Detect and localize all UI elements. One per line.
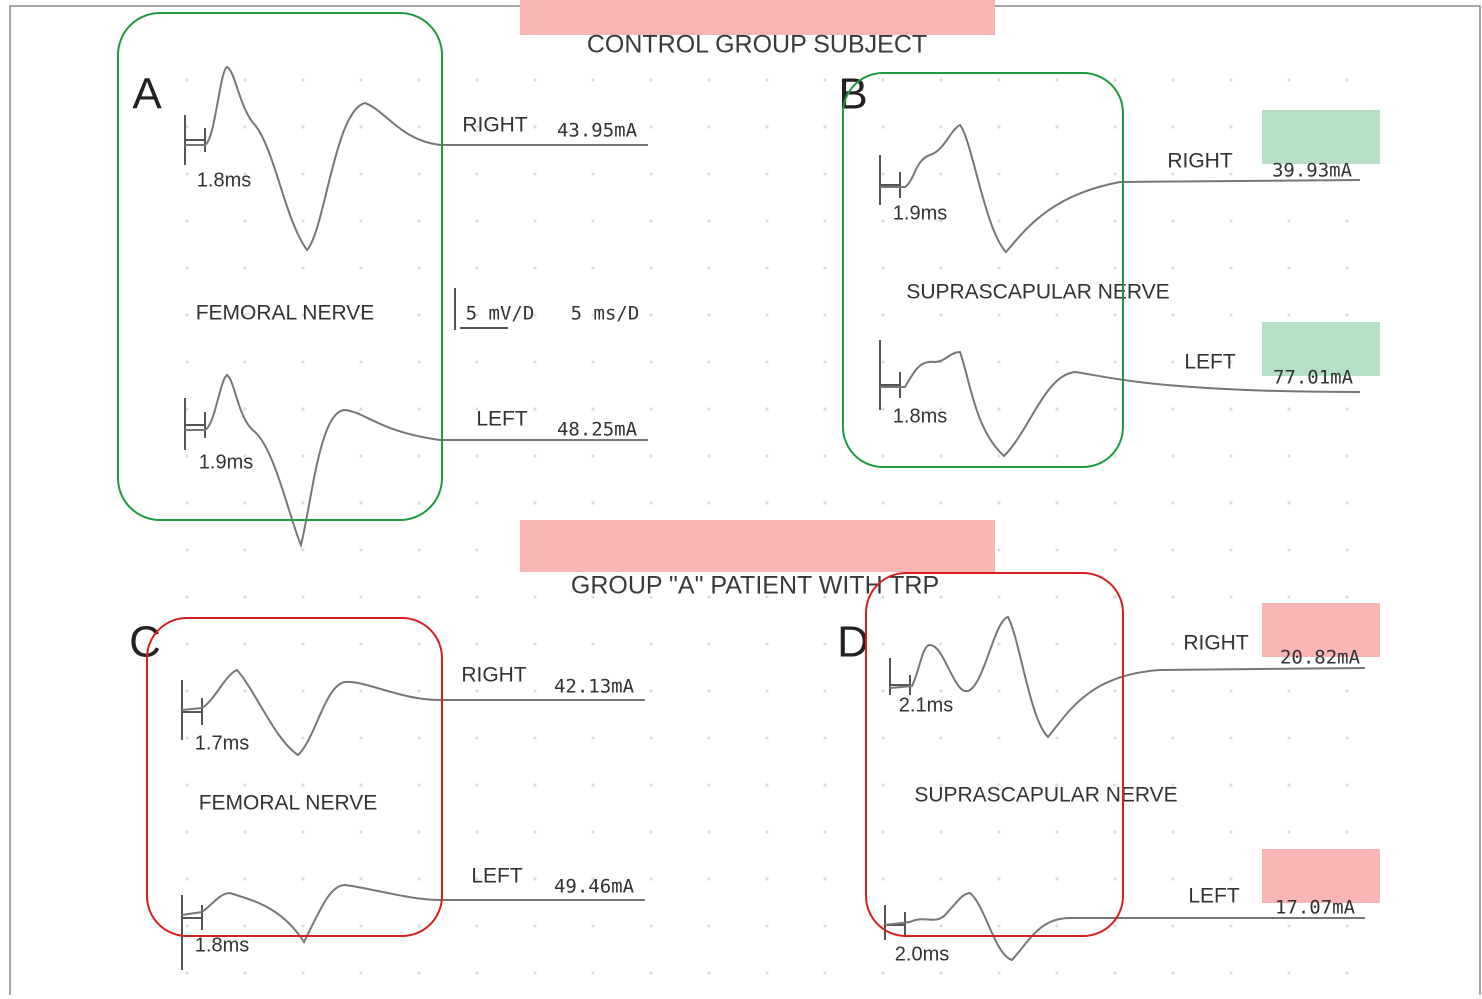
side-label: RIGHT (462, 114, 528, 137)
highlight (1262, 110, 1380, 164)
dot-grid (150, 40, 1380, 980)
side-label: LEFT (1184, 351, 1236, 374)
highlight (520, 0, 995, 35)
panel-label: D (837, 618, 869, 667)
nerve-name: FEMORAL NERVE (196, 302, 375, 325)
side-label: LEFT (476, 408, 528, 431)
latency: 1.7ms (195, 732, 249, 754)
waveform (181, 668, 645, 757)
side-label: RIGHT (1183, 632, 1249, 655)
panel-box (146, 617, 443, 937)
waveform (880, 350, 1361, 458)
stim-marker (889, 658, 911, 695)
stim-marker (879, 155, 901, 205)
latency: 1.8ms (197, 169, 251, 191)
amplitude: 39.93mA (1272, 160, 1353, 182)
highlight (520, 520, 995, 572)
latency: 2.1ms (899, 694, 953, 716)
amplitude: 42.13mA (554, 676, 635, 698)
amplitude: 43.95mA (557, 120, 638, 142)
scale-time: 5 ms/D (571, 303, 640, 325)
amplitude: 77.01mA (1273, 367, 1354, 389)
panel-box (865, 572, 1124, 937)
side-label: LEFT (471, 865, 523, 888)
stim-marker (184, 398, 206, 450)
panel-label: C (129, 618, 161, 667)
latency: 2.0ms (895, 943, 949, 965)
stim-marker (181, 895, 203, 970)
waveform (884, 891, 1365, 962)
nerve-name: SUPRASCAPULAR NERVE (906, 281, 1169, 304)
nerve-name: SUPRASCAPULAR NERVE (914, 784, 1177, 807)
waveform (185, 65, 648, 252)
group-header: CONTROL GROUP SUBJECT (587, 31, 927, 59)
panel-box (842, 72, 1124, 468)
amplitude: 20.82mA (1280, 647, 1361, 669)
waveform (880, 123, 1361, 254)
side-label: RIGHT (1167, 150, 1233, 173)
stim-marker (184, 115, 206, 165)
scale-bar (454, 288, 508, 330)
amplitude: 49.46mA (554, 876, 635, 898)
nerve-name: FEMORAL NERVE (199, 792, 378, 815)
latency: 1.8ms (893, 405, 947, 427)
waveform (181, 883, 645, 945)
highlight (1262, 322, 1380, 376)
panel-label: A (132, 70, 162, 119)
side-label: LEFT (1188, 885, 1240, 908)
highlight (1262, 603, 1380, 657)
waveform (889, 615, 1366, 739)
side-label: RIGHT (461, 664, 527, 687)
highlight (1262, 849, 1380, 903)
latency: 1.8ms (195, 934, 249, 956)
amplitude: 17.07mA (1275, 897, 1356, 919)
latency: 1.9ms (199, 451, 253, 473)
latency: 1.9ms (893, 202, 947, 224)
amplitude: 48.25mA (557, 419, 638, 441)
scale-amplitude: 5 mV/D (466, 303, 535, 325)
stim-marker (879, 340, 901, 410)
group-header: GROUP "A" PATIENT WITH TRP (571, 572, 939, 600)
panel-box (117, 12, 443, 521)
